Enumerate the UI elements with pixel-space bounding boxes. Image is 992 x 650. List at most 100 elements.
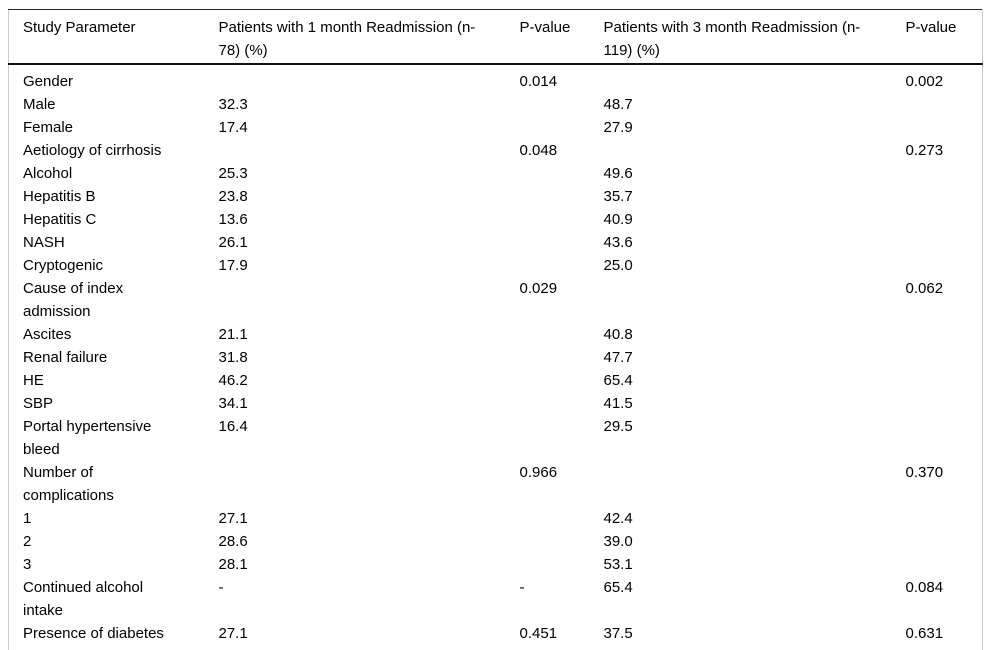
- cell-study-parameter: 3: [23, 556, 32, 573]
- cell-1-month-readmission: 27.1: [218, 510, 248, 527]
- cell-1-month-readmission: 28.1: [218, 556, 248, 573]
- cell-p-value-1-month: [506, 530, 590, 553]
- cell-p-value-3-month: [892, 346, 983, 369]
- cell-p-value-3-month: [892, 369, 983, 392]
- cell-1-month-readmission: 46.2: [218, 372, 248, 389]
- table-row: SBP 34.1 41.5: [9, 392, 983, 415]
- table-header: Study Parameter Patients with 1 month Re…: [8, 9, 983, 65]
- cell-1-month-readmission: 13.6: [218, 211, 248, 228]
- cell-1-month-readmission: 16.4: [218, 418, 248, 435]
- table-row: Number of complications 0.966 0.370: [9, 461, 983, 507]
- col-header-study-parameter: Study Parameter: [8, 9, 205, 65]
- table-row: NASH 26.1 43.6: [9, 231, 983, 254]
- cell-study-parameter: Continued alcohol intake: [23, 579, 144, 619]
- cell-3-month-readmission: [590, 277, 892, 323]
- table-row: Male 32.3 48.7: [9, 93, 983, 116]
- table-row: Portal hypertensive bleed 16.4 29.5: [9, 415, 983, 461]
- cell-3-month-readmission: 65.4: [603, 579, 633, 596]
- cell-study-parameter: 2: [23, 533, 32, 550]
- cell-1-month-readmission: -: [218, 579, 224, 596]
- cell-p-value-1-month: [506, 415, 590, 461]
- cell-study-parameter: SBP: [23, 395, 54, 412]
- col-header-p-value-1-month: P-value: [505, 9, 590, 65]
- cell-3-month-readmission: 29.5: [603, 418, 633, 435]
- cell-p-value-1-month: 0.966: [519, 464, 558, 481]
- table-row: HE 46.2 65.4: [9, 369, 983, 392]
- table-row: Alcohol 25.3 49.6: [9, 162, 983, 185]
- cell-1-month-readmission: [205, 64, 506, 93]
- cell-p-value-3-month: [892, 507, 983, 530]
- col-header-p-value-3-month: P-value: [891, 9, 983, 65]
- cell-p-value-1-month: [506, 185, 590, 208]
- table-row: 3 28.1 53.1: [9, 553, 983, 576]
- cell-3-month-readmission: 27.9: [603, 119, 633, 136]
- cell-3-month-readmission: [590, 64, 892, 93]
- cell-p-value-1-month: [506, 392, 590, 415]
- table-row: Cause of index admission 0.029 0.062: [9, 277, 983, 323]
- table-row: Presence of diabetes 27.1 0.451 37.5 0.631: [9, 622, 983, 650]
- cell-study-parameter: Gender: [23, 73, 74, 90]
- cell-study-parameter: NASH: [23, 234, 65, 251]
- table-row: Gender 0.014 0.002: [9, 64, 983, 93]
- cell-3-month-readmission: 65.4: [603, 372, 633, 389]
- cell-p-value-1-month: 0.014: [519, 73, 558, 90]
- cell-1-month-readmission: [205, 277, 506, 323]
- cell-1-month-readmission: 31.8: [218, 349, 248, 366]
- cell-3-month-readmission: [590, 461, 892, 507]
- cell-3-month-readmission: 43.6: [603, 234, 633, 251]
- table-row: Ascites 21.1 40.8: [9, 323, 983, 346]
- cell-p-value-3-month: [892, 185, 983, 208]
- cell-study-parameter: Hepatitis B: [23, 188, 96, 205]
- table-row: 2 28.6 39.0: [9, 530, 983, 553]
- cell-1-month-readmission: 32.3: [218, 96, 248, 113]
- cell-p-value-1-month: [506, 369, 590, 392]
- cell-p-value-3-month: [892, 323, 983, 346]
- cell-1-month-readmission: 17.9: [218, 257, 248, 274]
- cell-study-parameter: Hepatitis C: [23, 211, 97, 228]
- table-row: Hepatitis B 23.8 35.7: [9, 185, 983, 208]
- cell-3-month-readmission: 40.8: [603, 326, 633, 343]
- cell-p-value-1-month: 0.451: [519, 625, 558, 642]
- cell-study-parameter: Cryptogenic: [23, 257, 104, 274]
- cell-p-value-3-month: [892, 415, 983, 461]
- cell-3-month-readmission: 42.4: [603, 510, 633, 527]
- cell-1-month-readmission: 34.1: [218, 395, 248, 412]
- cell-p-value-3-month: 0.062: [905, 280, 944, 297]
- col-header-3-month-readmission: Patients with 3 month Readmission (n-119…: [589, 9, 892, 65]
- cell-p-value-3-month: [892, 208, 983, 231]
- cell-3-month-readmission: 37.5: [603, 625, 633, 642]
- table-row: Cryptogenic 17.9 25.0: [9, 254, 983, 277]
- cell-study-parameter: Renal failure: [23, 349, 108, 366]
- cell-p-value-3-month: 0.273: [905, 142, 944, 159]
- cell-study-parameter: Portal hypertensive bleed: [23, 418, 152, 458]
- cell-study-parameter: Alcohol: [23, 165, 73, 182]
- cell-p-value-3-month: [892, 530, 983, 553]
- cell-1-month-readmission: [205, 139, 506, 162]
- cell-1-month-readmission: [205, 461, 506, 507]
- cell-p-value-1-month: [506, 208, 590, 231]
- cell-p-value-3-month: [892, 254, 983, 277]
- cell-3-month-readmission: 48.7: [603, 96, 633, 113]
- cell-study-parameter: 1: [23, 510, 32, 527]
- cell-p-value-1-month: 0.029: [519, 280, 558, 297]
- cell-p-value-3-month: 0.370: [905, 464, 944, 481]
- cell-1-month-readmission: 28.6: [218, 533, 248, 550]
- cell-study-parameter: Ascites: [23, 326, 72, 343]
- cell-3-month-readmission: 39.0: [603, 533, 633, 550]
- cell-3-month-readmission: 25.0: [603, 257, 633, 274]
- cell-p-value-3-month: 0.002: [905, 73, 944, 90]
- cell-p-value-3-month: [892, 162, 983, 185]
- cell-study-parameter: Female: [23, 119, 74, 136]
- col-header-1-month-readmission: Patients with 1 month Readmission (n-78)…: [204, 9, 506, 65]
- cell-1-month-readmission: 27.1: [218, 625, 248, 642]
- cell-study-parameter: Male: [23, 96, 56, 113]
- cell-1-month-readmission: 25.3: [218, 165, 248, 182]
- cell-1-month-readmission: 26.1: [218, 234, 248, 251]
- cell-p-value-3-month: [892, 231, 983, 254]
- cell-p-value-3-month: [892, 116, 983, 139]
- cell-p-value-3-month: [892, 392, 983, 415]
- cell-p-value-1-month: [506, 162, 590, 185]
- cell-3-month-readmission: 53.1: [603, 556, 633, 573]
- cell-p-value-1-month: [506, 507, 590, 530]
- cell-p-value-3-month: 0.631: [905, 625, 944, 642]
